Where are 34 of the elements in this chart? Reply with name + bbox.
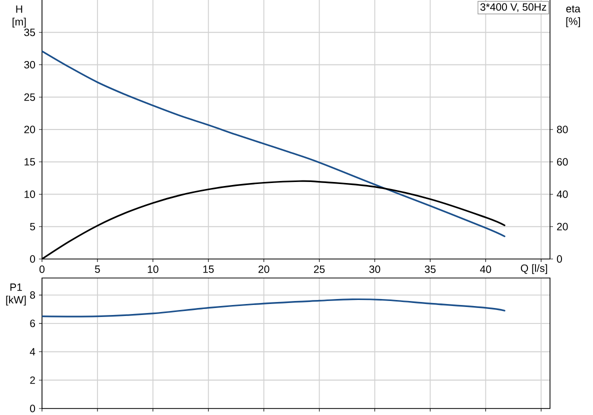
x-tick-label: 35 [424, 266, 436, 273]
x-tick-label: 10 [148, 266, 158, 273]
y2-axis-title: eta [%] [566, 6, 580, 28]
annotation: 3*400 V, 50Hz [480, 3, 546, 12]
line-series [42, 298, 506, 318]
y-tick-label: 25 [24, 93, 36, 101]
y2-tick-label: 80 [556, 126, 568, 134]
y-tick-label: 0 [30, 404, 36, 412]
y2-tick-label: 60 [557, 158, 568, 166]
y-tick-label: 20 [24, 126, 36, 134]
y-tick-label: 8 [30, 291, 36, 299]
x-tick-label: 20 [258, 266, 270, 273]
y2-tick-label: 0 [556, 255, 562, 263]
y-tick-label: 30 [24, 61, 36, 68]
y-tick-label: 35 [24, 28, 36, 36]
y-tick-label: 2 [30, 376, 35, 384]
y-tick-label: 15 [24, 158, 36, 166]
y-tick-label: 10 [24, 190, 36, 198]
y2-tick-label: 20 [557, 222, 568, 230]
line-series [42, 50, 506, 238]
y-tick-label: 0 [30, 255, 36, 263]
x-tick-label: 15 [203, 266, 214, 273]
x-tick-label: 25 [314, 266, 325, 273]
x-axis-title: Q [l/s] [520, 264, 548, 274]
y2-tick-label: 40 [556, 190, 568, 198]
y-tick-label: 6 [30, 320, 36, 328]
y-tick-label: 4 [30, 348, 36, 356]
y-axis-title: P1 [kW] [6, 284, 26, 306]
x-tick-label: 40 [480, 266, 492, 273]
x-tick-label: 0 [39, 266, 45, 273]
y-axis-title: H [m] [12, 6, 26, 28]
x-tick-label: 30 [369, 266, 380, 273]
y-tick-label: 5 [30, 222, 36, 230]
x-tick-label: 5 [94, 266, 100, 273]
